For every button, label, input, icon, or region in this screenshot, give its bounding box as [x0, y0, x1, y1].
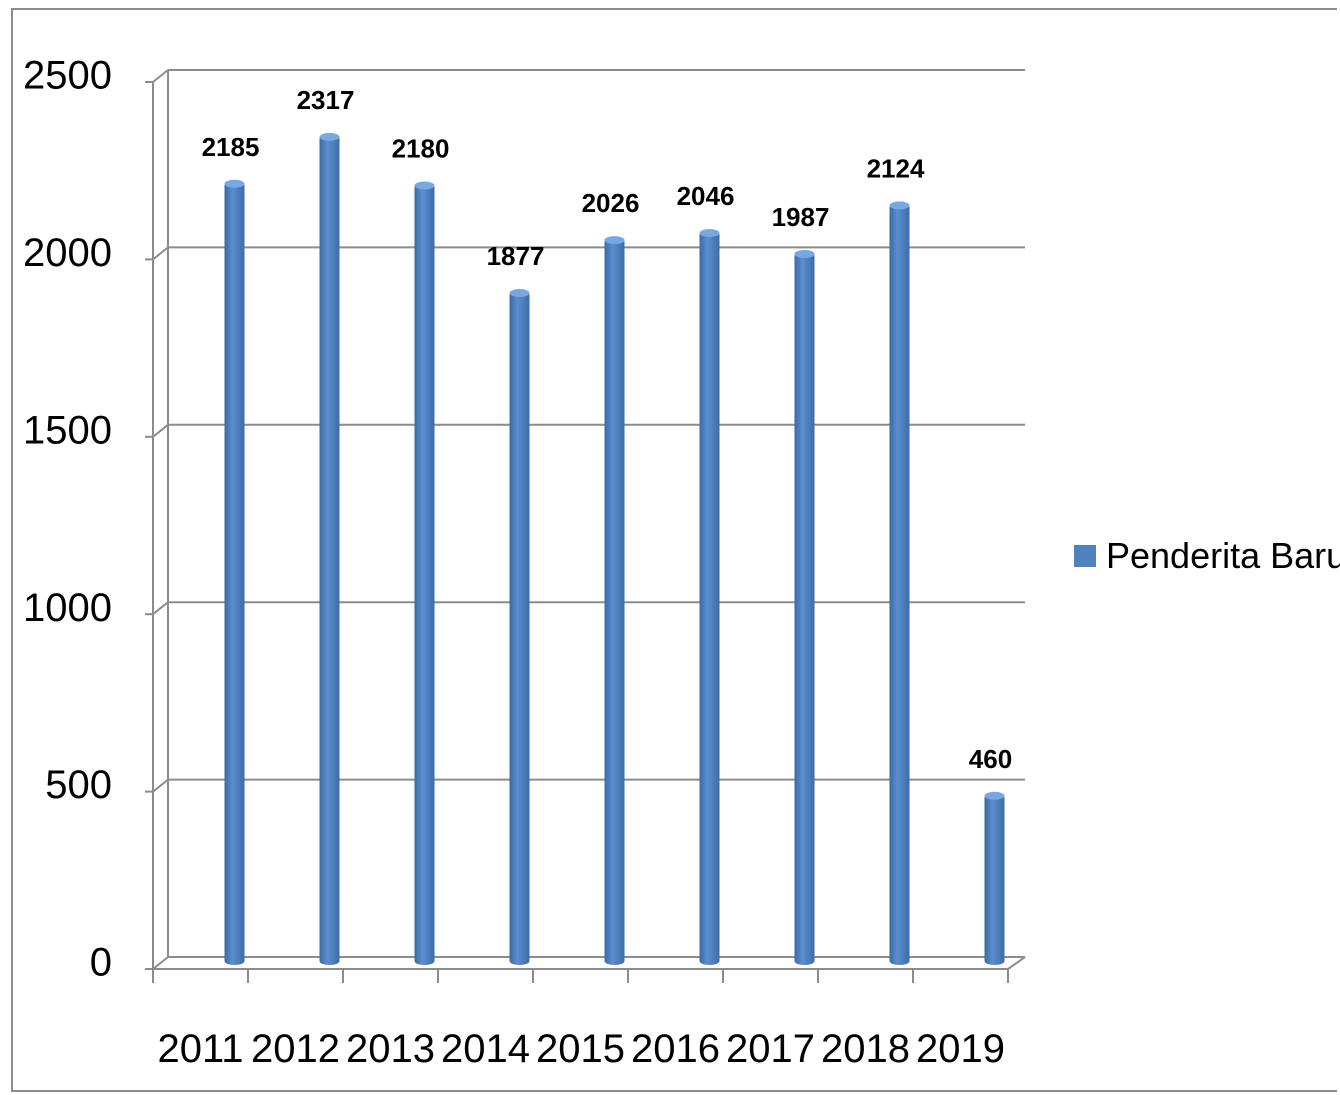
gridline-depth-1500: [152, 424, 169, 438]
y-tick-label: 0: [90, 941, 112, 985]
bar-cap: [699, 229, 720, 238]
x-axis-tick-labels: 2011 2012 2013 2014 2015 2016 2017 2018 2019: [157, 1027, 1005, 1071]
legend-label: Penderita Baru: [1106, 535, 1340, 576]
bar-cap: [794, 250, 815, 259]
gridline-depth-1000: [152, 601, 169, 615]
x-tick-label: 2015: [536, 1027, 625, 1071]
x-tick-label: 2013: [346, 1027, 435, 1071]
data-label: 2026: [582, 188, 640, 218]
bar: [224, 181, 245, 966]
data-label: 2180: [392, 134, 450, 164]
bar-cap: [889, 201, 910, 210]
y-tick-label: 1500: [23, 408, 112, 452]
x-tick-label: 2018: [821, 1027, 910, 1071]
bar: [699, 231, 720, 965]
data-label: 2317: [297, 85, 355, 115]
floor-depth-edge: [1007, 956, 1026, 970]
gridline-depth-500: [152, 778, 169, 793]
bar-cap: [224, 179, 245, 188]
data-label: 1877: [487, 241, 545, 271]
bar: [319, 134, 340, 965]
legend-swatch: [1074, 545, 1096, 567]
y-tick-label: 1000: [23, 586, 112, 630]
bar: [509, 291, 530, 965]
y-tick-label: 500: [45, 763, 112, 807]
data-label: 2046: [677, 181, 735, 211]
gridlines: [152, 69, 1025, 970]
bar: [889, 203, 910, 966]
x-tick-label: 2016: [631, 1027, 720, 1071]
bar-cap: [604, 236, 625, 245]
bar-cap: [414, 181, 435, 190]
data-label: 460: [969, 744, 1012, 774]
x-tick-label: 2017: [726, 1027, 815, 1071]
bar-cap: [984, 791, 1005, 800]
data-label: 2185: [202, 132, 260, 162]
gridline-depth-2500: [152, 69, 169, 83]
data-label: 2124: [867, 153, 925, 183]
legend: Penderita Baru: [1074, 535, 1340, 577]
data-label: 1987: [772, 202, 830, 232]
bars: [224, 132, 1005, 966]
bar-cap: [319, 132, 340, 141]
bar: [794, 252, 815, 966]
bar: [604, 238, 625, 966]
bar-cap: [509, 289, 530, 298]
bar: [984, 793, 1005, 965]
gridline-depth-0: [152, 956, 169, 970]
x-tick-label: 2011: [157, 1027, 243, 1071]
y-axis-tick-labels: 0 500 1000 1500 2000 2500: [23, 54, 112, 985]
y-tick-label: 2500: [23, 54, 112, 98]
y-tick-label: 2000: [23, 231, 112, 275]
data-labels: 2185 2317 2180 1877 2026 2046 1987 2124 460: [202, 85, 1013, 774]
x-tick-label: 2012: [251, 1027, 340, 1071]
x-tick-label: 2014: [441, 1027, 530, 1071]
bar: [414, 183, 435, 965]
chart-frame: [11, 8, 1337, 1092]
axes: [145, 70, 1026, 983]
gridline-depth-2000: [152, 246, 169, 261]
x-tick-label: 2019: [916, 1027, 1005, 1071]
